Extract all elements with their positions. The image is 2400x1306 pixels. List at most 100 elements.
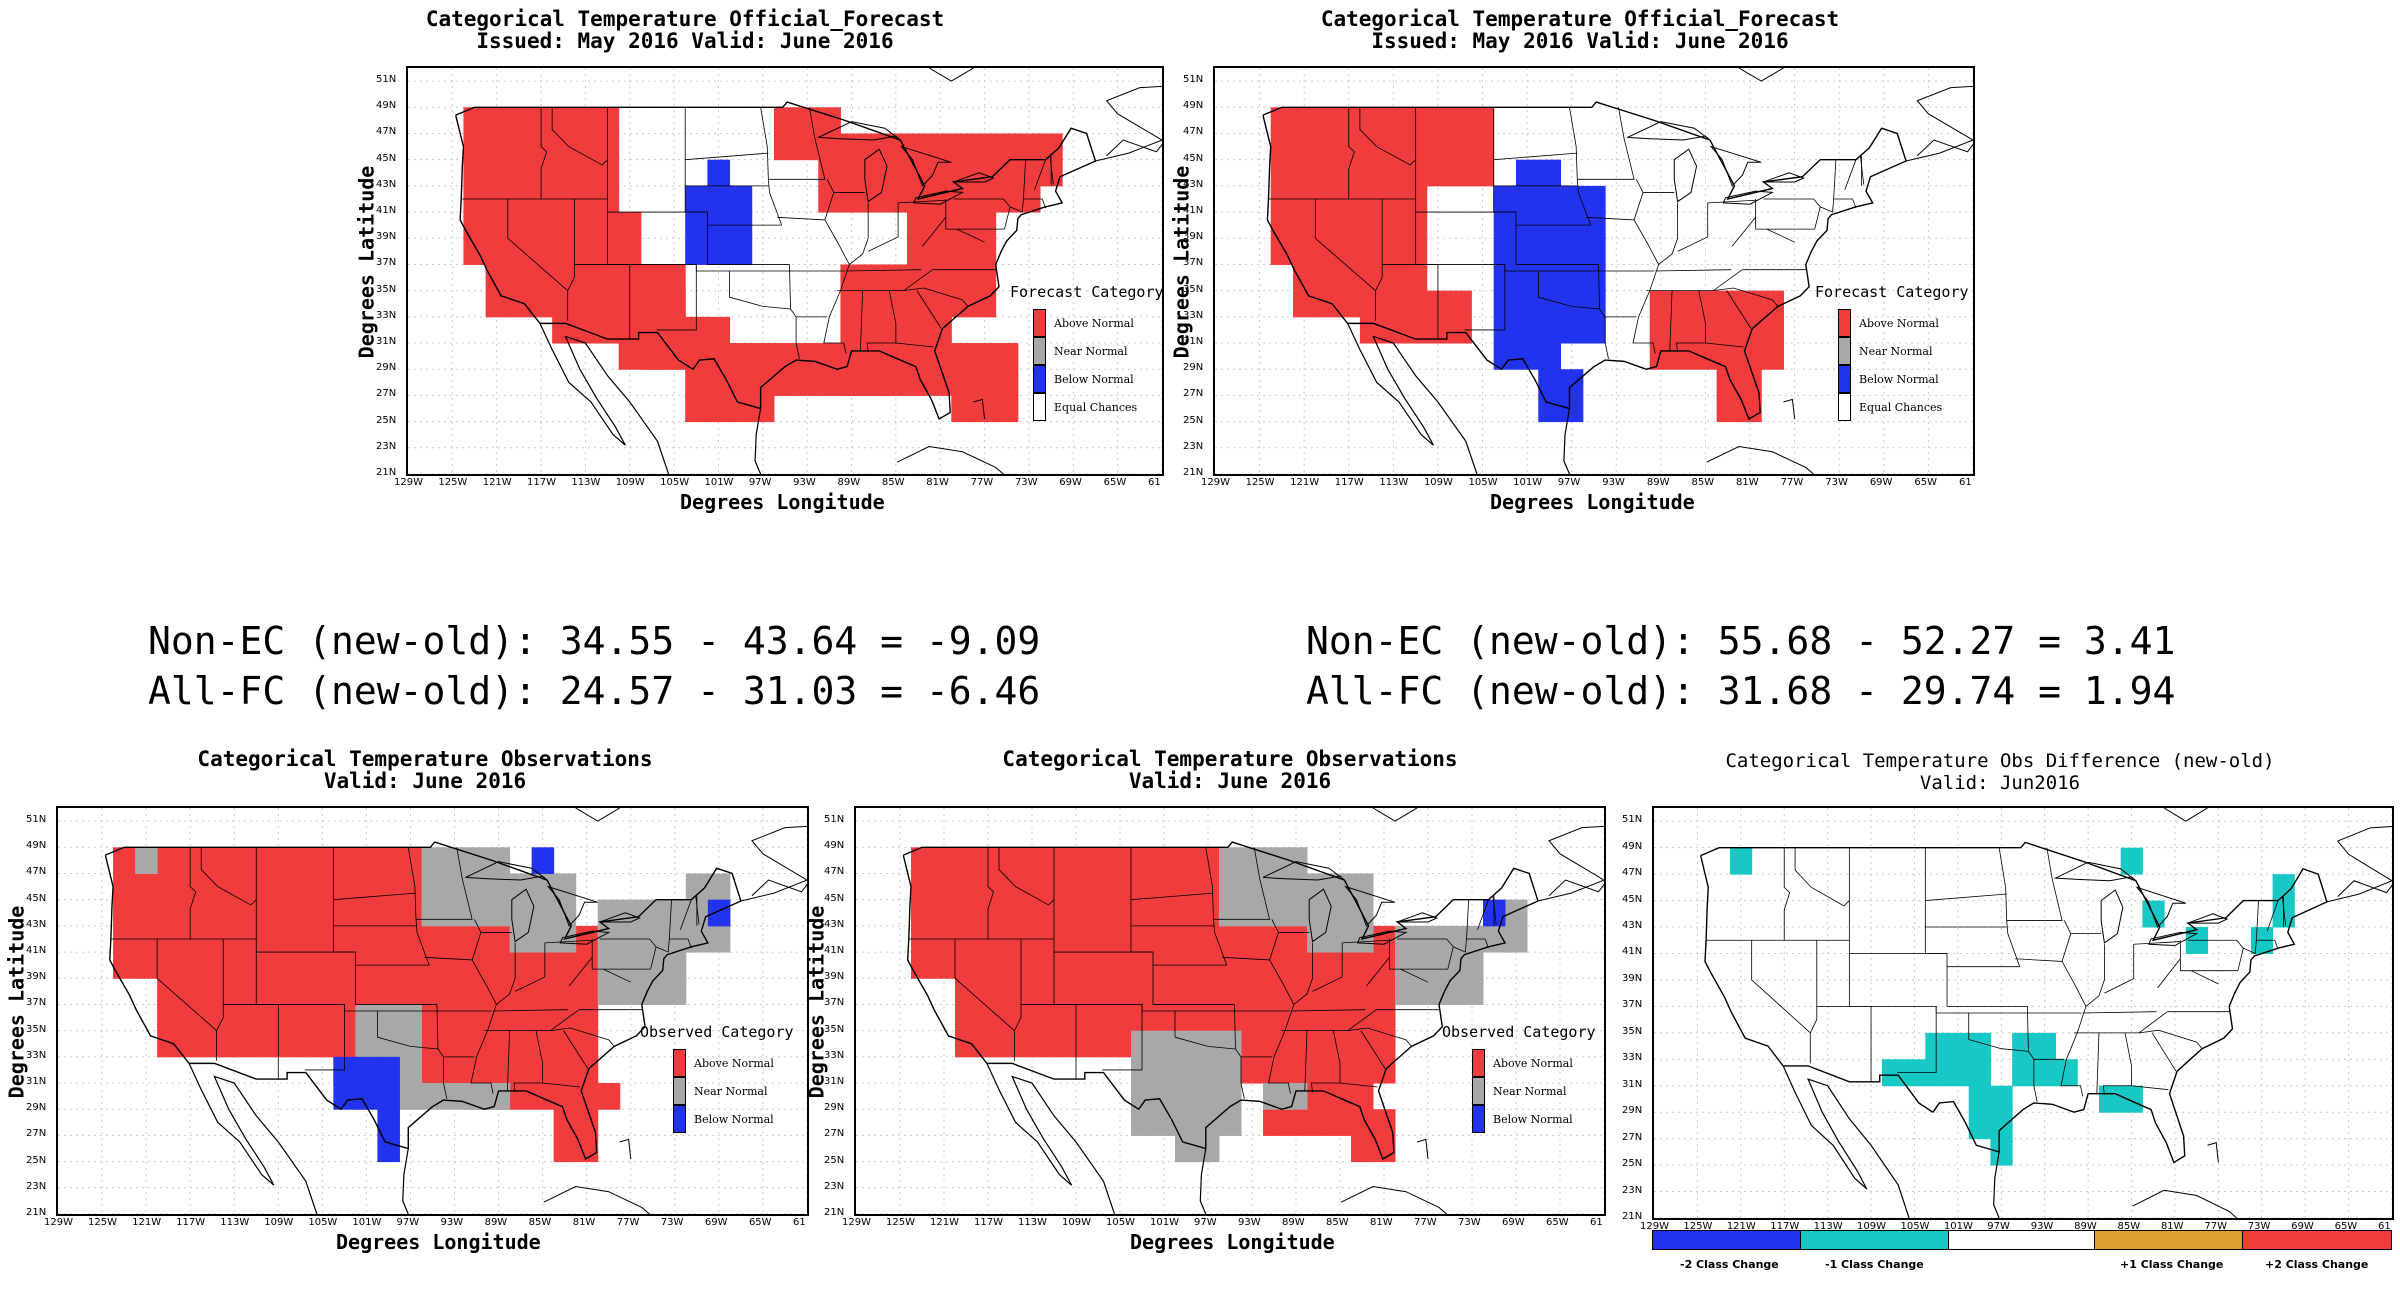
colorbar-minus2 xyxy=(1653,1231,1801,1249)
category-cell xyxy=(1153,847,1176,874)
category-cell xyxy=(267,978,290,1005)
category-cell xyxy=(862,316,886,344)
category-cell xyxy=(1219,1030,1242,1058)
category-cell xyxy=(1175,925,1198,953)
category-cell xyxy=(663,952,687,979)
category-cell xyxy=(355,978,378,1005)
category-cell xyxy=(619,978,643,1005)
x-axis-label: Degrees Longitude xyxy=(680,490,885,514)
category-cell xyxy=(509,952,533,979)
category-cell xyxy=(1538,395,1562,423)
category-cell xyxy=(485,290,509,318)
category-cell xyxy=(955,873,978,901)
category-cell xyxy=(1449,316,1472,344)
category-cell xyxy=(1175,1056,1198,1084)
category-cell xyxy=(707,185,731,213)
lat-tick-label: 39N xyxy=(1183,231,1204,243)
category-cell xyxy=(862,343,886,370)
lat-tick-label: 35N xyxy=(824,1023,845,1035)
lon-tick-label: 121W xyxy=(482,477,512,488)
category-cell xyxy=(1065,873,1088,901)
category-cell xyxy=(1241,899,1264,927)
category-cell xyxy=(507,264,531,292)
swatch-above xyxy=(673,1049,686,1077)
category-cell xyxy=(1471,159,1495,187)
category-cell xyxy=(1241,952,1264,979)
category-cell xyxy=(840,159,864,187)
category-cell xyxy=(1359,316,1383,344)
category-cell xyxy=(201,952,224,979)
lon-tick-label: 101W xyxy=(1513,477,1543,488)
category-cell xyxy=(311,978,334,1005)
category-cell xyxy=(1285,1030,1308,1058)
category-cell xyxy=(531,925,555,953)
category-cell xyxy=(485,159,509,187)
category-cell xyxy=(951,264,974,292)
category-cell xyxy=(818,107,841,134)
category-cell xyxy=(289,1004,312,1032)
category-cell xyxy=(1560,316,1584,344)
category-cell xyxy=(618,212,642,239)
category-cell xyxy=(1270,159,1294,187)
category-cell xyxy=(1947,1032,1970,1060)
category-cell xyxy=(707,316,731,344)
swatch-above xyxy=(1472,1049,1485,1077)
category-cell xyxy=(1263,1109,1286,1136)
swatch-equal xyxy=(1838,393,1851,421)
lon-tick-label: 73W xyxy=(2247,1221,2271,1232)
category-cell xyxy=(399,873,422,901)
category-cell xyxy=(1285,847,1308,874)
category-cell xyxy=(977,952,1000,979)
category-cell xyxy=(663,899,687,927)
category-cell xyxy=(1109,873,1132,901)
category-cell xyxy=(421,1004,445,1032)
lat-tick-label: 43N xyxy=(1622,920,1643,932)
category-cell xyxy=(911,873,934,901)
lat-tick-label: 31N xyxy=(376,336,397,348)
lat-tick-label: 23N xyxy=(824,1180,845,1192)
category-cell xyxy=(1293,212,1316,239)
swatch-below xyxy=(1033,365,1046,393)
lat-tick-label: 29N xyxy=(1622,1105,1643,1117)
category-cell xyxy=(179,978,202,1005)
category-cell xyxy=(1426,159,1450,187)
category-cell xyxy=(355,1083,378,1110)
category-cell xyxy=(1351,978,1374,1005)
category-cell xyxy=(1968,1032,1991,1060)
category-cell xyxy=(596,290,620,318)
category-cell xyxy=(1219,899,1242,927)
category-cell xyxy=(618,238,642,265)
category-cell xyxy=(1582,290,1606,318)
category-cell xyxy=(1263,952,1286,979)
lon-tick-label: 101W xyxy=(1943,1221,1973,1232)
category-cell xyxy=(884,185,908,213)
lat-tick-label: 47N xyxy=(376,126,397,138)
category-cell xyxy=(443,952,467,979)
lon-tick-label: 129W xyxy=(842,1217,871,1228)
category-cell xyxy=(1219,925,1242,953)
category-cell xyxy=(289,952,312,979)
obs-new-panel: Categorical Temperature Observations Val… xyxy=(804,740,1610,1300)
category-cell xyxy=(977,1030,1000,1058)
category-cell xyxy=(640,343,664,370)
category-cell xyxy=(1538,185,1562,213)
lat-tick-label: 21N xyxy=(1183,467,1204,478)
lat-tick-label: 43N xyxy=(376,178,397,190)
category-cell xyxy=(1263,978,1286,1005)
category-cell xyxy=(223,899,246,927)
category-cell xyxy=(1109,899,1132,927)
category-cell xyxy=(223,952,246,979)
category-cell xyxy=(1153,1056,1176,1084)
category-cell xyxy=(463,238,487,265)
category-cell xyxy=(1694,290,1718,318)
category-cell xyxy=(311,925,334,953)
category-cell xyxy=(933,952,956,979)
category-cell xyxy=(1990,1112,2013,1140)
category-cell xyxy=(1449,107,1472,134)
category-cell xyxy=(955,1004,978,1032)
category-cell xyxy=(463,212,487,239)
lon-tick-label: 109W xyxy=(1062,1217,1091,1228)
category-cell xyxy=(377,1004,400,1032)
lat-tick-label: 33N xyxy=(1622,1052,1643,1064)
category-cell xyxy=(884,290,908,318)
